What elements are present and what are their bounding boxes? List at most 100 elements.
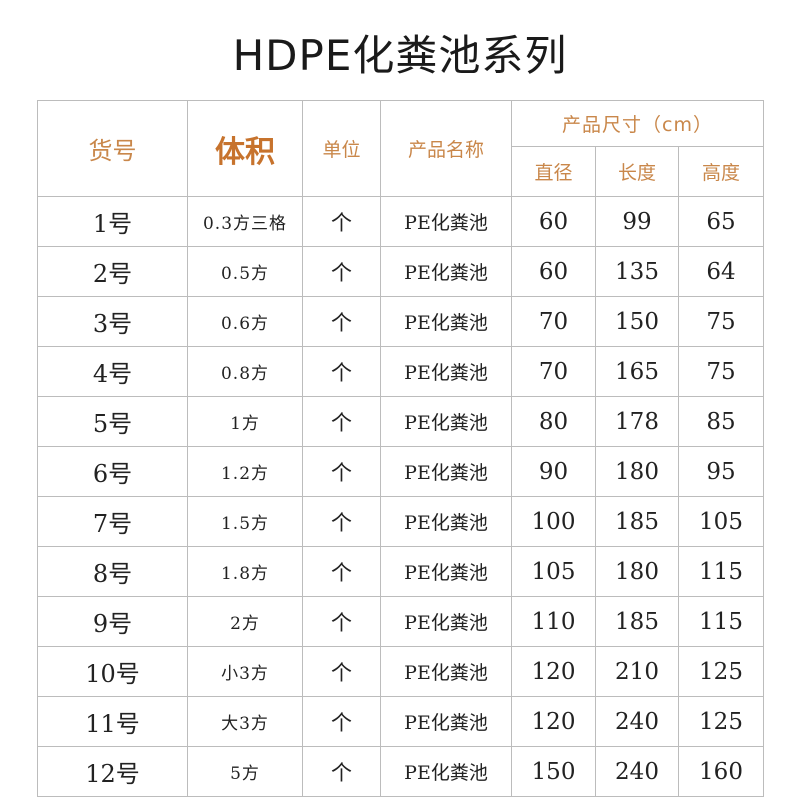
- cell-name: PE化粪池: [380, 396, 512, 447]
- cell-unit: 个: [302, 246, 381, 297]
- cell-name: PE化粪池: [380, 346, 512, 397]
- cell-volume: 1.2方: [187, 446, 303, 497]
- cell-diameter: 60: [511, 196, 596, 247]
- cell-length: 180: [595, 446, 679, 497]
- cell-volume: 0.8方: [187, 346, 303, 397]
- table-row: 7号 1.5方个 PE化粪池 100 185 105: [37, 496, 764, 547]
- table-row: 3号 0.6方个 PE化粪池 70 150 75: [37, 296, 764, 347]
- table-row: 2号 0.5方个 PE化粪池 60 135 64: [37, 246, 764, 297]
- cell-name: PE化粪池: [380, 296, 512, 347]
- header-size-group: 产品尺寸（cm）: [511, 100, 764, 147]
- cell-diameter: 70: [511, 346, 596, 397]
- cell-name: PE化粪池: [380, 646, 512, 697]
- header-unit: 单位: [302, 100, 381, 197]
- cell-unit: 个: [302, 196, 381, 247]
- cell-name: PE化粪池: [380, 246, 512, 297]
- cell-volume: 1.8方: [187, 546, 303, 597]
- cell-height: 125: [678, 646, 764, 697]
- cell-code: 11号: [37, 696, 188, 747]
- cell-code: 8号: [37, 546, 188, 597]
- cell-code: 3号: [37, 296, 188, 347]
- cell-diameter: 120: [511, 646, 596, 697]
- cell-name: PE化粪池: [380, 546, 512, 597]
- cell-unit: 个: [302, 446, 381, 497]
- cell-height: 85: [678, 396, 764, 447]
- cell-volume: 小3方: [187, 646, 303, 697]
- cell-volume: 0.3方三格: [187, 196, 303, 247]
- cell-code: 9号: [37, 596, 188, 647]
- page-title: HDPE化粪池系列: [232, 31, 568, 80]
- cell-length: 240: [595, 696, 679, 747]
- header-subrow: 直径 长度 高度: [38, 146, 764, 197]
- cell-height: 105: [678, 496, 764, 547]
- table-row: 8号 1.8方个 PE化粪池 105 180 115: [37, 546, 764, 597]
- cell-volume: 1.5方: [187, 496, 303, 547]
- table-row: 6号 1.2方个 PE化粪池 90 180 95: [37, 446, 764, 497]
- cell-length: 178: [595, 396, 679, 447]
- cell-height: 64: [678, 246, 764, 297]
- cell-code: 2号: [37, 246, 188, 297]
- cell-code: 1号: [37, 196, 188, 247]
- cell-diameter: 60: [511, 246, 596, 297]
- cell-code: 4号: [37, 346, 188, 397]
- table-row: 12号 5方个 PE化粪池 150 240 160: [37, 746, 764, 797]
- cell-height: 65: [678, 196, 764, 247]
- cell-height: 75: [678, 296, 764, 347]
- header-volume: 体积: [187, 100, 303, 197]
- cell-height: 125: [678, 696, 764, 747]
- cell-volume: 0.5方: [187, 246, 303, 297]
- cell-height: 95: [678, 446, 764, 497]
- header-name: 产品名称: [380, 100, 512, 197]
- header-code: 货号: [37, 100, 188, 197]
- cell-unit: 个: [302, 646, 381, 697]
- cell-unit: 个: [302, 546, 381, 597]
- cell-name: PE化粪池: [380, 596, 512, 647]
- cell-diameter: 100: [511, 496, 596, 547]
- cell-length: 99: [595, 196, 679, 247]
- cell-height: 75: [678, 346, 764, 397]
- spec-table: 货号 体积 单位 产品名称 产品尺寸（cm） 直径 长度 高度 1号 0.3方三格…: [37, 100, 764, 797]
- cell-length: 185: [595, 496, 679, 547]
- cell-unit: 个: [302, 496, 381, 547]
- cell-unit: 个: [302, 746, 381, 797]
- header-diameter: 直径: [511, 146, 596, 197]
- cell-length: 210: [595, 646, 679, 697]
- table-row: 5号 1方个 PE化粪池 80 178 85: [37, 396, 764, 447]
- cell-height: 115: [678, 546, 764, 597]
- cell-code: 6号: [37, 446, 188, 497]
- cell-length: 165: [595, 346, 679, 397]
- cell-unit: 个: [302, 396, 381, 447]
- cell-height: 115: [678, 596, 764, 647]
- cell-diameter: 120: [511, 696, 596, 747]
- header-height: 高度: [678, 146, 764, 197]
- cell-code: 5号: [37, 396, 188, 447]
- table-row: 1号 0.3方三格个 PE化粪池 60 99 65: [37, 196, 764, 247]
- cell-code: 12号: [37, 746, 188, 797]
- cell-volume: 5方: [187, 746, 303, 797]
- cell-diameter: 105: [511, 546, 596, 597]
- cell-name: PE化粪池: [380, 446, 512, 497]
- cell-length: 185: [595, 596, 679, 647]
- cell-diameter: 70: [511, 296, 596, 347]
- cell-volume: 大3方: [187, 696, 303, 747]
- cell-unit: 个: [302, 696, 381, 747]
- cell-length: 135: [595, 246, 679, 297]
- cell-length: 240: [595, 746, 679, 797]
- cell-name: PE化粪池: [380, 696, 512, 747]
- cell-diameter: 90: [511, 446, 596, 497]
- table-row: 9号 2方个 PE化粪池 110 185 115: [37, 596, 764, 647]
- header-row: 货号 体积 单位 产品名称 产品尺寸（cm）: [37, 100, 764, 197]
- cell-diameter: 150: [511, 746, 596, 797]
- cell-code: 7号: [37, 496, 188, 547]
- cell-length: 180: [595, 546, 679, 597]
- cell-length: 150: [595, 296, 679, 347]
- cell-volume: 0.6方: [187, 296, 303, 347]
- cell-height: 160: [678, 746, 764, 797]
- cell-name: PE化粪池: [380, 496, 512, 547]
- cell-unit: 个: [302, 346, 381, 397]
- cell-unit: 个: [302, 596, 381, 647]
- cell-name: PE化粪池: [380, 196, 512, 247]
- cell-diameter: 80: [511, 396, 596, 447]
- table-row: 10号 小3方个 PE化粪池 120 210 125: [37, 646, 764, 697]
- cell-unit: 个: [302, 296, 381, 347]
